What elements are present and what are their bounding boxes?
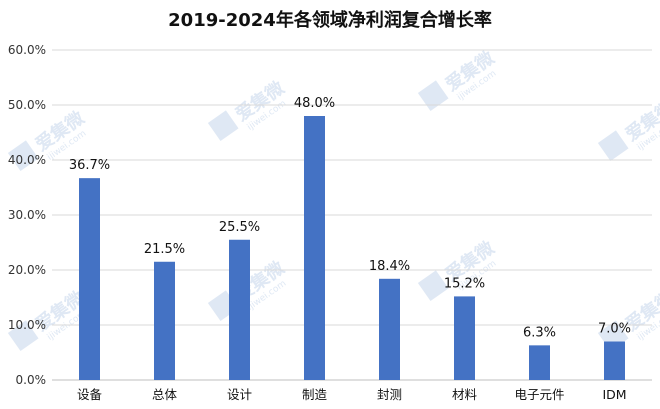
data-label: 21.5% — [144, 242, 185, 257]
category-label: 电子元件 — [514, 387, 564, 402]
gridlines — [52, 49, 652, 381]
y-tick-label: 60.0% — [8, 43, 46, 57]
data-label: 6.3% — [523, 325, 556, 340]
y-tick-label: 30.0% — [8, 208, 46, 222]
watermark-logo-icon — [597, 130, 629, 161]
bars — [79, 116, 625, 380]
data-label: 7.0% — [598, 322, 631, 337]
watermark-logo-icon — [7, 140, 39, 171]
data-label: 15.2% — [444, 276, 485, 291]
watermark-logo-icon — [207, 110, 239, 141]
data-label: 25.5% — [219, 220, 260, 235]
bar — [529, 345, 550, 380]
category-label: 封测 — [377, 387, 402, 402]
category-label: 制造 — [302, 387, 328, 402]
category-label: 设备 — [77, 387, 103, 402]
data-label: 18.4% — [369, 259, 410, 274]
category-label: 材料 — [452, 387, 478, 402]
bar — [379, 278, 400, 380]
x-axis-labels: 设备 总体 设计 制造 封测 材料 电子元件 IDM — [77, 387, 627, 402]
data-label: 48.0% — [294, 96, 335, 111]
y-tick-label: 20.0% — [8, 263, 46, 277]
data-labels: 36.7% 21.5% 25.5% 48.0% 18.4% 15.2% 6.3% 7.0% — [69, 96, 631, 340]
bar — [604, 341, 625, 380]
bar — [79, 178, 100, 380]
y-tick-label: 10.0% — [8, 318, 46, 332]
chart-title: 2019-2024年各领域净利润复合增长率 — [168, 10, 492, 31]
y-tick-label: 50.0% — [8, 98, 46, 112]
watermark-logo-icon — [7, 320, 39, 351]
category-label: 设计 — [227, 387, 252, 402]
category-label: IDM — [602, 387, 626, 402]
y-tick-label: 0.0% — [16, 373, 47, 387]
bar — [454, 296, 475, 380]
watermark-logo-icon — [417, 270, 449, 301]
bar — [304, 116, 325, 380]
y-tick-label: 40.0% — [8, 153, 46, 167]
y-axis-ticks: 0.0% 10.0% 20.0% 30.0% 40.0% 50.0% 60.0% — [8, 43, 46, 387]
bar — [229, 239, 250, 380]
watermark-logo-icon — [417, 80, 449, 111]
bar — [154, 261, 175, 380]
data-label: 36.7% — [69, 158, 110, 173]
category-label: 总体 — [152, 387, 178, 402]
